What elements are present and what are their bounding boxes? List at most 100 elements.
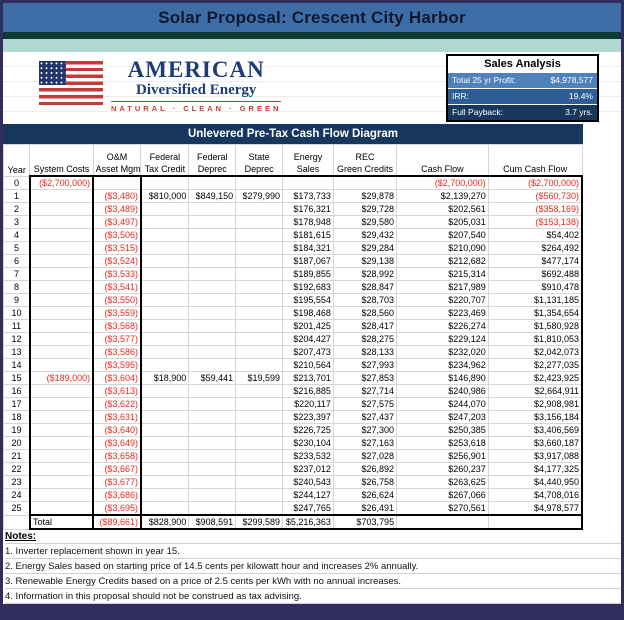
table-cell	[28, 475, 94, 490]
table-cell	[332, 175, 398, 190]
table-cell: ($2,700,000)	[487, 175, 583, 190]
sales-metric-label: IRR:	[452, 90, 469, 101]
table-cell: ($3,695)	[92, 501, 142, 516]
table-cell	[235, 384, 284, 399]
table-cell: $240,986	[396, 384, 489, 399]
table-cell	[188, 293, 237, 308]
table-cell: ($3,524)	[92, 254, 142, 269]
table-cell: ($3,541)	[92, 280, 142, 295]
sales-metric-row: Full Payback: 3.7 yrs.	[448, 104, 597, 120]
table-cell	[188, 501, 237, 516]
table-cell: $201,425	[282, 319, 334, 334]
table-cell: $3,917,088	[487, 449, 583, 464]
table-cell	[235, 501, 284, 516]
table-cell: $226,274	[396, 319, 489, 334]
table-cell: $1,810,053	[487, 332, 583, 347]
table-cell	[28, 384, 94, 399]
table-cell: $247,203	[396, 410, 489, 425]
table-cell: 22	[3, 462, 31, 477]
table-cell	[28, 189, 94, 204]
cashflow-row: 13 ($3,586) $207,473 $28,133 $232,020 $2,042,…	[3, 345, 583, 360]
table-cell: $828,900	[140, 514, 190, 531]
table-cell	[28, 462, 94, 477]
table-cell: 13	[3, 345, 31, 360]
table-cell: ($3,515)	[92, 241, 142, 256]
table-cell: $247,765	[282, 501, 334, 516]
table-cell	[235, 319, 284, 334]
cashflow-row: 3 ($3,497) $178,948 $29,580 $205,031 ($153,13…	[3, 215, 583, 230]
column-header: Cum Cash Flow	[487, 143, 583, 177]
table-cell	[28, 215, 94, 230]
table-cell: $263,625	[396, 475, 489, 490]
table-cell: 16	[3, 384, 31, 399]
table-cell: $1,354,654	[487, 306, 583, 321]
company-logo: AMERICAN Diversified Energy NATURAL · CL…	[39, 57, 309, 113]
table-cell	[188, 384, 237, 399]
table-cell: ($3,497)	[92, 215, 142, 230]
table-cell: ($3,604)	[92, 371, 142, 386]
table-cell	[235, 215, 284, 230]
table-cell	[235, 306, 284, 321]
table-cell: $19,599	[235, 371, 284, 386]
table-cell	[140, 462, 190, 477]
note-item: 4. Information in this proposal should n…	[5, 589, 621, 605]
cashflow-row: 23 ($3,677) $240,543 $26,758 $263,625 $4,440,…	[3, 475, 583, 490]
table-cell: $5,216,363	[282, 514, 334, 531]
table-cell: ($3,550)	[92, 293, 142, 308]
table-cell: $1,580,928	[487, 319, 583, 334]
table-cell: $192,683	[282, 280, 334, 295]
table-cell: $29,284	[332, 241, 398, 256]
notes-list: 1. Inverter replacement shown in year 15…	[5, 544, 621, 605]
cashflow-row: 6 ($3,524) $187,067 $29,138 $212,682 $477,174	[3, 254, 583, 269]
table-cell	[28, 358, 94, 373]
table-cell: 7	[3, 267, 31, 282]
table-cell: $244,127	[282, 488, 334, 503]
table-cell: ($3,506)	[92, 228, 142, 243]
table-cell: $198,468	[282, 306, 334, 321]
table-cell	[28, 280, 94, 295]
logo-company-subname: Diversified Energy	[135, 81, 257, 98]
table-cell: $217,989	[396, 280, 489, 295]
divider-dark-teal	[3, 32, 621, 39]
table-cell: $204,427	[282, 332, 334, 347]
table-cell: ($3,640)	[92, 423, 142, 438]
table-cell	[235, 397, 284, 412]
table-cell	[28, 501, 94, 516]
table-cell: ($3,613)	[92, 384, 142, 399]
page-title: Solar Proposal: Crescent City Harbor	[3, 3, 621, 32]
table-cell	[28, 436, 94, 451]
table-cell: ($3,595)	[92, 358, 142, 373]
table-cell: $4,440,950	[487, 475, 583, 490]
table-cell: $250,385	[396, 423, 489, 438]
table-cell: $908,591	[188, 514, 237, 531]
table-cell: $207,540	[396, 228, 489, 243]
cashflow-row: 17 ($3,622) $220,117 $27,575 $244,070 $2,908,…	[3, 397, 583, 412]
table-cell	[188, 280, 237, 295]
table-cell: ($3,533)	[92, 267, 142, 282]
table-cell: $4,978,577	[487, 501, 583, 516]
column-header: Energy Sales	[282, 143, 334, 177]
table-cell	[235, 462, 284, 477]
table-cell: ($2,700,000)	[28, 175, 94, 190]
sales-metric-label: Full Payback:	[452, 106, 504, 117]
cashflow-row: 0 ($2,700,000) ($2,700,000) ($2,700,000)	[3, 175, 583, 190]
table-cell	[140, 436, 190, 451]
table-cell: $253,618	[396, 436, 489, 451]
column-header: Year	[3, 143, 31, 177]
table-cell: 3	[3, 215, 31, 230]
table-cell	[235, 293, 284, 308]
table-cell: ($3,489)	[92, 202, 142, 217]
column-header: State Deprec	[235, 143, 284, 177]
table-cell	[140, 202, 190, 217]
table-cell	[235, 475, 284, 490]
cashflow-row: 5 ($3,515) $184,321 $29,284 $210,090 $264,492	[3, 241, 583, 256]
table-cell: $27,993	[332, 358, 398, 373]
table-cell	[140, 254, 190, 269]
cashflow-row: 1 ($3,480) $810,000 $849,150 $279,990 $173,73…	[3, 189, 583, 204]
table-cell: $237,012	[282, 462, 334, 477]
table-cell: $181,615	[282, 228, 334, 243]
sales-analysis-title: Sales Analysis	[448, 55, 597, 72]
table-cell: 1	[3, 189, 31, 204]
table-cell: 20	[3, 436, 31, 451]
table-cell: ($3,480)	[92, 189, 142, 204]
